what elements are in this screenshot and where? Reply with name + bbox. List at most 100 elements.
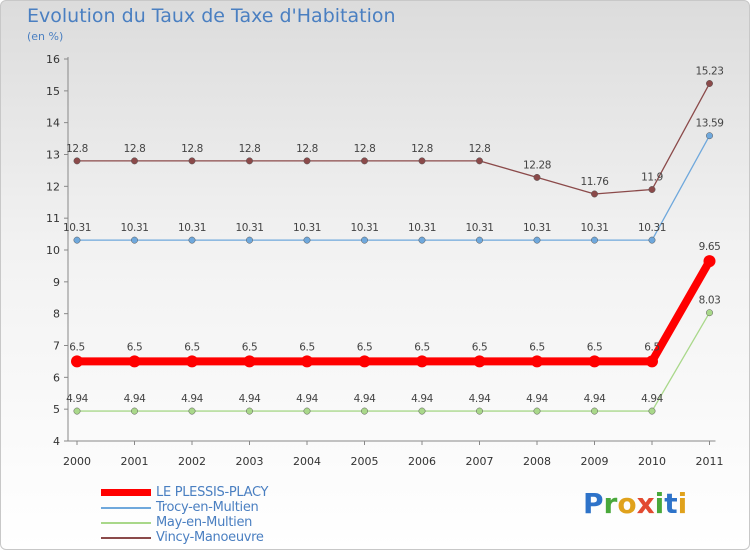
data-point (648, 407, 656, 415)
data-label: 6.5 (472, 341, 488, 353)
logo-letter: r (603, 487, 618, 520)
x-tick-label: 2004 (293, 455, 321, 468)
data-label: 4.94 (526, 393, 548, 405)
y-tick-label: 12 (46, 180, 60, 193)
legend-swatch (101, 536, 151, 539)
legend-label: LE PLESSIS-PLACY (156, 485, 269, 500)
legend-swatch (101, 521, 151, 524)
data-point (591, 236, 598, 244)
data-point (418, 236, 426, 244)
data-label: 4.94 (181, 393, 203, 405)
data-label: 15.23 (695, 66, 723, 78)
legend-label: Trocy-en-Multien (156, 500, 259, 515)
data-point (418, 407, 426, 415)
data-point (131, 157, 138, 165)
data-point (703, 255, 716, 268)
data-point (73, 157, 81, 165)
data-label: 13.59 (695, 118, 723, 130)
data-point (533, 407, 541, 415)
x-tick-label: 2011 (696, 455, 724, 468)
data-point (71, 355, 83, 368)
x-tick-label: 2010 (638, 455, 666, 468)
legend: LE PLESSIS-PLACY Trocy-en-Multien May-en-M… (101, 485, 269, 545)
data-point (646, 355, 658, 368)
y-tick-label: 9 (53, 276, 60, 289)
chart-title: Evolution du Taux de Taxe d'Habitation (27, 5, 396, 27)
data-point (706, 80, 713, 87)
x-tick-label: 2005 (351, 455, 379, 468)
data-point (131, 407, 138, 415)
data-point (246, 236, 253, 244)
data-label: 10.31 (350, 222, 378, 234)
data-point (186, 355, 198, 368)
data-point (533, 173, 541, 181)
data-label: 4.94 (239, 393, 261, 405)
x-tick-label: 2002 (178, 455, 206, 468)
data-label: 10.31 (408, 222, 436, 234)
data-label: 12.8 (66, 143, 88, 155)
y-tick-label: 16 (46, 53, 60, 66)
data-point (128, 355, 141, 368)
legend-item: Trocy-en-Multien (101, 500, 268, 515)
data-point (361, 407, 368, 415)
x-tick-label: 2009 (581, 455, 609, 468)
data-label: 10.31 (523, 222, 551, 234)
data-label: 6.5 (414, 341, 430, 353)
data-label: 11.76 (580, 176, 609, 188)
data-point (188, 407, 196, 415)
data-label: 12.8 (239, 143, 261, 155)
data-label: 12.8 (124, 143, 146, 155)
data-point (418, 157, 426, 165)
legend-swatch (101, 506, 151, 509)
data-label: 4.94 (124, 393, 146, 405)
y-tick-label: 6 (53, 371, 60, 384)
data-point (73, 236, 81, 244)
data-point (706, 132, 713, 140)
data-point (188, 157, 196, 165)
legend-item: Vincy-Manoeuvre (101, 530, 268, 545)
data-point (588, 355, 601, 368)
data-label: 6.5 (127, 341, 143, 353)
y-tick-label: 13 (46, 149, 60, 162)
data-point (246, 157, 253, 165)
x-tick-label: 2003 (236, 455, 264, 468)
logo-letter: o (617, 487, 637, 520)
data-label: 8.03 (699, 295, 721, 307)
proxiti-logo: Proxiti (583, 487, 687, 520)
logo-letter: i (677, 487, 688, 520)
data-label: 4.94 (296, 393, 318, 405)
y-tick-label: 14 (46, 117, 60, 130)
x-tick-label: 2001 (121, 455, 149, 468)
data-label: 6.5 (184, 341, 200, 353)
data-label: 6.5 (357, 341, 373, 353)
data-point (361, 157, 368, 165)
data-label: 6.5 (587, 341, 603, 353)
data-point (131, 236, 138, 244)
logo-letter: t (664, 487, 678, 520)
logo-letter: P (583, 487, 604, 520)
data-label: 12.28 (523, 159, 551, 171)
data-label: 6.5 (242, 341, 258, 353)
y-tick-label: 8 (53, 308, 60, 321)
data-point (73, 407, 81, 415)
data-point (476, 157, 483, 165)
data-label: 6.5 (644, 341, 660, 353)
data-label: 4.94 (469, 393, 491, 405)
data-label: 10.31 (63, 222, 91, 234)
y-tick-label: 15 (46, 85, 60, 98)
legend-swatch (101, 489, 151, 496)
data-label: 4.94 (66, 393, 88, 405)
y-tick-label: 4 (53, 435, 60, 448)
y-tick-label: 11 (46, 212, 60, 225)
data-point (473, 355, 486, 368)
data-point (243, 355, 256, 368)
data-label: 11.9 (641, 172, 663, 184)
data-label: 9.65 (699, 241, 721, 253)
data-point (301, 355, 313, 368)
data-label: 12.8 (411, 143, 433, 155)
logo-letter: i (654, 487, 665, 520)
data-label: 4.94 (641, 393, 663, 405)
data-point (591, 190, 598, 198)
x-tick-label: 2008 (523, 455, 551, 468)
